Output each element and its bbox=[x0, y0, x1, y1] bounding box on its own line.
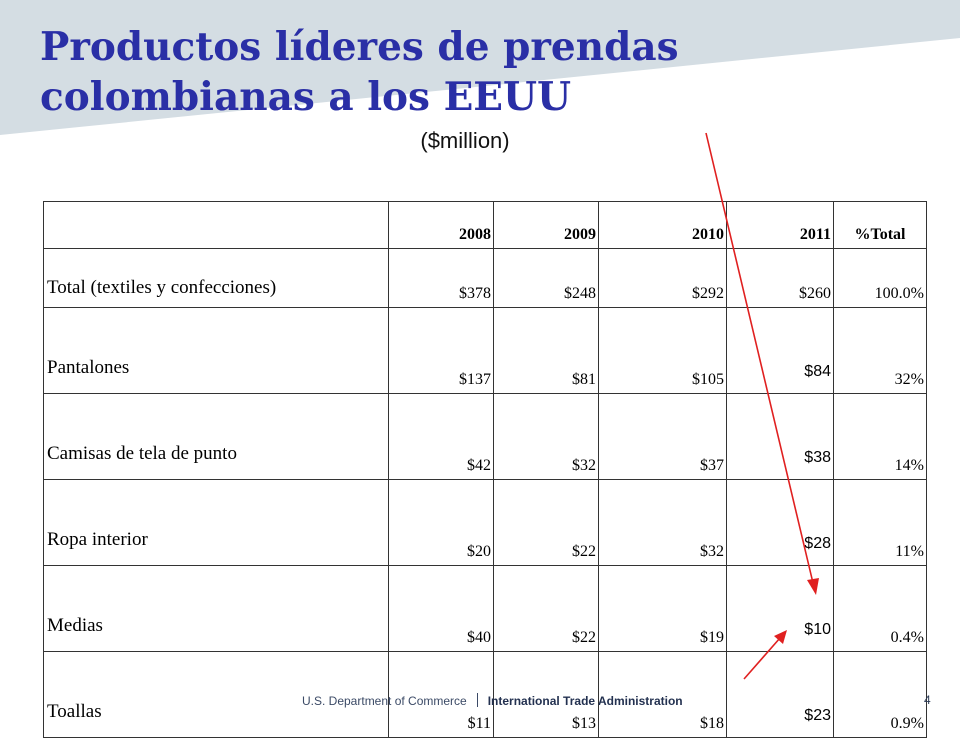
header-cell: 2008 bbox=[388, 201, 494, 249]
value-cell: $292 bbox=[598, 248, 727, 308]
header-cell: 2011 bbox=[726, 201, 834, 249]
table-row: Camisas de tela de punto $42 $32 $37 $38… bbox=[43, 393, 927, 480]
pct-cell: 14% bbox=[833, 393, 927, 480]
pct-cell: 100.0% bbox=[833, 248, 927, 308]
value-cell: $38 bbox=[726, 393, 834, 480]
value-cell: $10 bbox=[726, 565, 834, 652]
value-cell: $248 bbox=[493, 248, 599, 308]
table-row: Ropa interior $20 $22 $32 $28 11% bbox=[43, 479, 927, 566]
header-cell bbox=[43, 201, 389, 249]
value-cell: $37 bbox=[598, 393, 727, 480]
table-header-row: 2008 2009 2010 2011 %Total bbox=[43, 201, 927, 249]
slide-title: Productos líderes de prendas colombianas… bbox=[40, 24, 679, 120]
table-row: Total (textiles y confecciones) $378 $24… bbox=[43, 248, 927, 308]
pct-cell: 32% bbox=[833, 307, 927, 394]
footer-divider bbox=[476, 693, 478, 707]
pct-cell: 11% bbox=[833, 479, 927, 566]
value-cell: $22 bbox=[493, 479, 599, 566]
value-cell: $378 bbox=[388, 248, 494, 308]
header-cell: %Total bbox=[833, 201, 927, 249]
pct-cell: 0.9% bbox=[833, 651, 927, 738]
value-cell: $22 bbox=[493, 565, 599, 652]
value-cell: $137 bbox=[388, 307, 494, 394]
footer: U.S. Department of Commerce International… bbox=[302, 693, 683, 708]
row-label: Ropa interior bbox=[43, 479, 389, 566]
header-banner bbox=[0, 0, 960, 135]
value-cell: $84 bbox=[726, 307, 834, 394]
row-label: Pantalones bbox=[43, 307, 389, 394]
value-cell: $28 bbox=[726, 479, 834, 566]
value-cell: $19 bbox=[598, 565, 727, 652]
value-cell: $81 bbox=[493, 307, 599, 394]
header-cell: 2010 bbox=[598, 201, 727, 249]
page-number: 4 bbox=[924, 693, 931, 707]
value-cell: $40 bbox=[388, 565, 494, 652]
table-row: Pantalones $137 $81 $105 $84 32% bbox=[43, 307, 927, 394]
value-cell: $32 bbox=[493, 393, 599, 480]
footer-department: U.S. Department of Commerce bbox=[302, 694, 467, 708]
value-cell: $42 bbox=[388, 393, 494, 480]
header-cell: 2009 bbox=[493, 201, 599, 249]
value-cell: $260 bbox=[726, 248, 834, 308]
row-label: Total (textiles y confecciones) bbox=[43, 248, 389, 308]
table-row: Medias $40 $22 $19 $10 0.4% bbox=[43, 565, 927, 652]
row-label: Camisas de tela de punto bbox=[43, 393, 389, 480]
value-cell: $23 bbox=[726, 651, 834, 738]
value-cell: $105 bbox=[598, 307, 727, 394]
row-label: Medias bbox=[43, 565, 389, 652]
slide-subtitle: ($million) bbox=[420, 128, 510, 153]
value-cell: $20 bbox=[388, 479, 494, 566]
footer-agency: International Trade Administration bbox=[487, 694, 683, 708]
value-cell: $32 bbox=[598, 479, 727, 566]
exports-table: 2008 2009 2010 2011 %Total Total (textil… bbox=[43, 201, 927, 738]
pct-cell: 0.4% bbox=[833, 565, 927, 652]
